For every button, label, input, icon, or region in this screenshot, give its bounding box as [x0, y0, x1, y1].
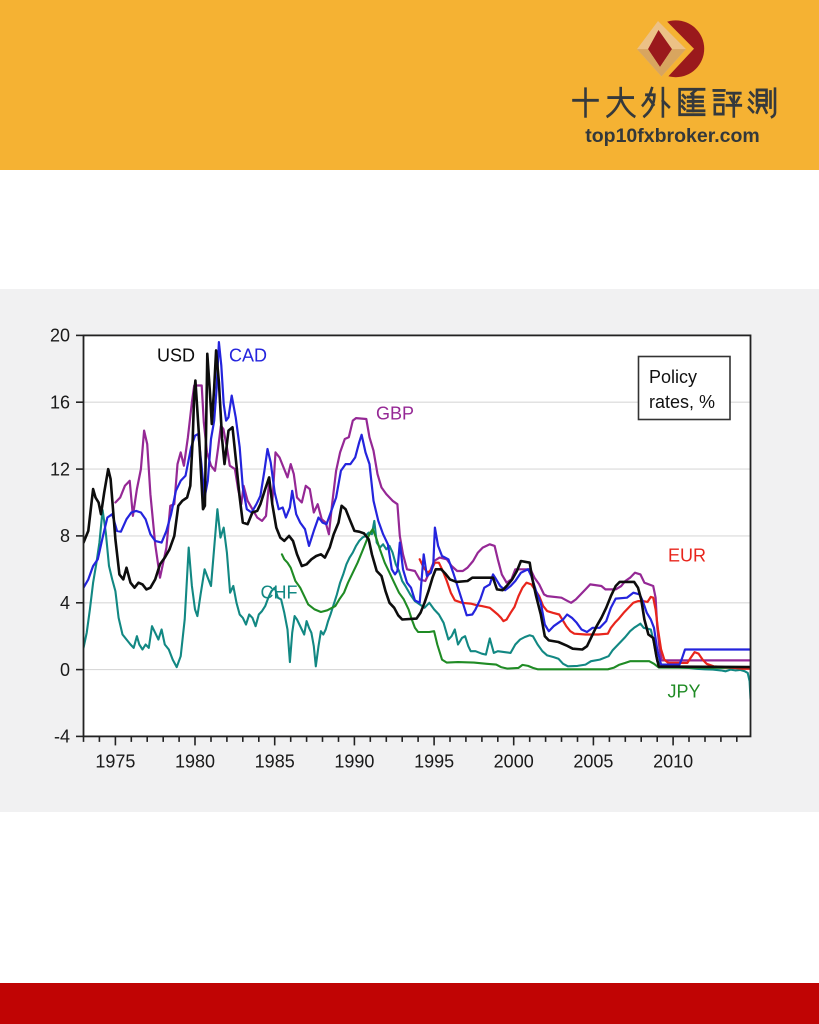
- svg-text:Policy: Policy: [649, 367, 697, 387]
- svg-text:EUR: EUR: [668, 546, 706, 566]
- svg-text:2000: 2000: [494, 752, 534, 772]
- svg-text:GBP: GBP: [376, 404, 414, 424]
- svg-text:CAD: CAD: [229, 346, 267, 366]
- svg-text:4: 4: [60, 593, 70, 613]
- svg-text:1990: 1990: [334, 752, 374, 772]
- svg-text:rates, %: rates, %: [649, 392, 715, 412]
- svg-text:-4: -4: [54, 727, 70, 747]
- svg-text:2005: 2005: [573, 752, 613, 772]
- svg-text:2010: 2010: [653, 752, 693, 772]
- svg-text:12: 12: [50, 459, 70, 479]
- svg-text:USD: USD: [157, 346, 195, 366]
- svg-text:1995: 1995: [414, 752, 454, 772]
- svg-text:1985: 1985: [255, 752, 295, 772]
- svg-text:20: 20: [50, 326, 70, 346]
- svg-text:JPY: JPY: [667, 682, 700, 702]
- svg-text:0: 0: [60, 660, 70, 680]
- svg-text:1980: 1980: [175, 752, 215, 772]
- svg-text:8: 8: [60, 526, 70, 546]
- svg-text:CHF: CHF: [261, 583, 298, 603]
- svg-text:1975: 1975: [95, 752, 135, 772]
- svg-text:16: 16: [50, 392, 70, 412]
